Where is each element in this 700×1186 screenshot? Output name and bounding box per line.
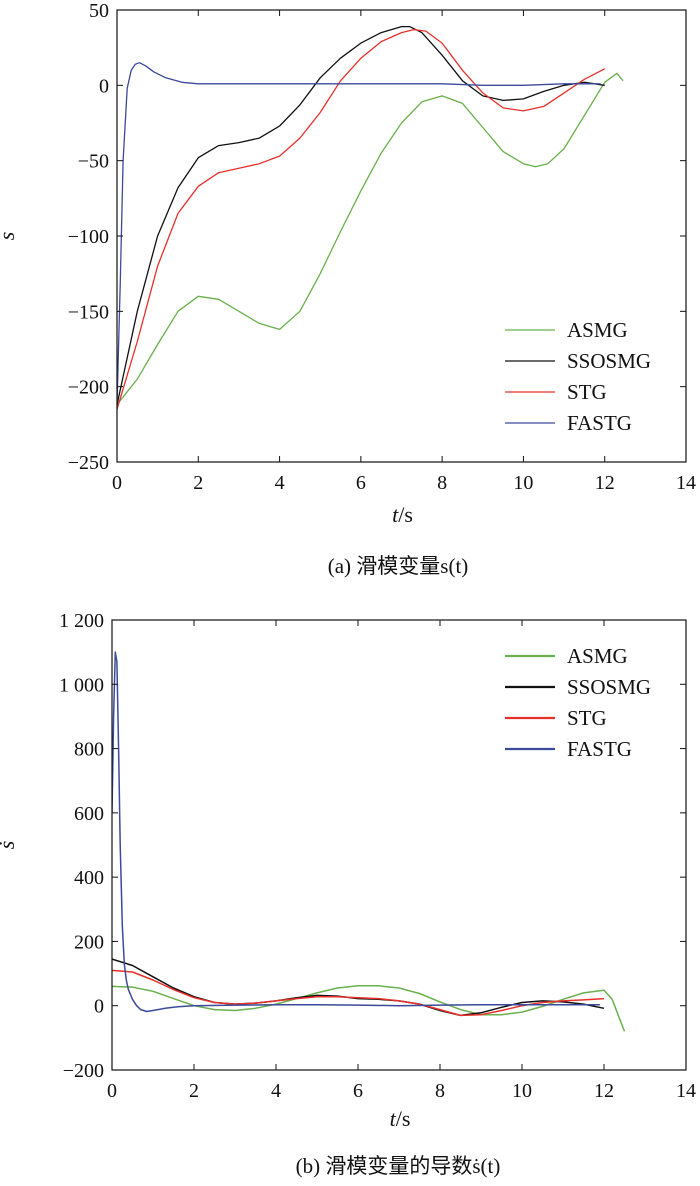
y-tick-label: −200 (68, 377, 109, 399)
series-line-fastg (112, 651, 600, 1013)
x-tick-label: 2 (189, 1080, 199, 1102)
x-tick-label: 2 (193, 472, 203, 494)
y-tick-label: 800 (74, 739, 104, 761)
x-tick-label: 8 (435, 1080, 445, 1102)
x-tick-label: 8 (437, 472, 447, 494)
x-axis-label: t/s (392, 502, 413, 527)
x-tick-label: 10 (513, 472, 533, 494)
x-tick-label: 6 (353, 1080, 363, 1102)
y-tick-label: 0 (99, 75, 109, 97)
series-line-asmg (112, 985, 626, 1032)
x-tick-label: 6 (356, 472, 366, 494)
y-tick-label: −50 (78, 151, 109, 173)
y-tick-label: 1 000 (59, 674, 104, 696)
x-tick-label: 4 (275, 472, 285, 494)
series-group (117, 25, 624, 410)
caption-b: (b) 滑模变量的导数ṡ(t) (296, 1154, 501, 1178)
x-tick-label: 14 (676, 1080, 696, 1102)
y-tick-label: 50 (89, 0, 109, 22)
y-tick-label: 400 (74, 867, 104, 889)
series-line-stg (117, 28, 605, 410)
y-tick-label: −200 (63, 1060, 104, 1082)
series-line-fastg (117, 62, 601, 405)
legend-label-ssosmg: SSOSMG (567, 349, 651, 373)
legend-label-asmg: ASMG (567, 644, 628, 668)
y-axis-label: s (0, 232, 19, 241)
legend-label-fastg: FASTG (567, 411, 632, 435)
caption-a: (a) 滑模变量s(t) (328, 554, 469, 578)
y-tick-label: 1 200 (59, 610, 104, 632)
plot-frame (111, 619, 687, 1071)
series-line-stg (112, 969, 605, 1017)
legend-label-ssosmg: SSOSMG (567, 675, 651, 699)
x-axis-label: t/s (390, 1106, 411, 1131)
panel-a-chart: 0 2 4 6 8 10 12 14 50 0 −50 −100 −150 −200 −250 t/s s ASM… (0, 0, 696, 527)
series-line-ssosmg (112, 958, 605, 1017)
y-tick-label: 600 (74, 803, 104, 825)
legend-label-asmg: ASMG (567, 318, 628, 342)
y-tick-label: 0 (94, 996, 104, 1018)
x-tick-label: 14 (676, 472, 696, 494)
legend-label-stg: STG (567, 706, 607, 730)
x-tick-label: 12 (595, 472, 615, 494)
y-tick-label: −150 (68, 301, 109, 323)
x-tick-label: 0 (107, 1080, 117, 1102)
x-tick-label: 0 (112, 472, 122, 494)
x-tick-label: 12 (594, 1080, 614, 1102)
x-tick-label: 10 (512, 1080, 532, 1102)
y-tick-label: −250 (68, 452, 109, 474)
series-line-ssosmg (117, 25, 605, 405)
series-line-asmg (117, 72, 624, 406)
x-tick-label: 4 (271, 1080, 281, 1102)
y-tick-label: 200 (74, 931, 104, 953)
legend-label-stg: STG (567, 380, 607, 404)
series-group (112, 651, 626, 1032)
y-axis-label: ṡ (0, 841, 19, 850)
y-tick-label: −100 (68, 226, 109, 248)
legend-label-fastg: FASTG (567, 737, 632, 761)
